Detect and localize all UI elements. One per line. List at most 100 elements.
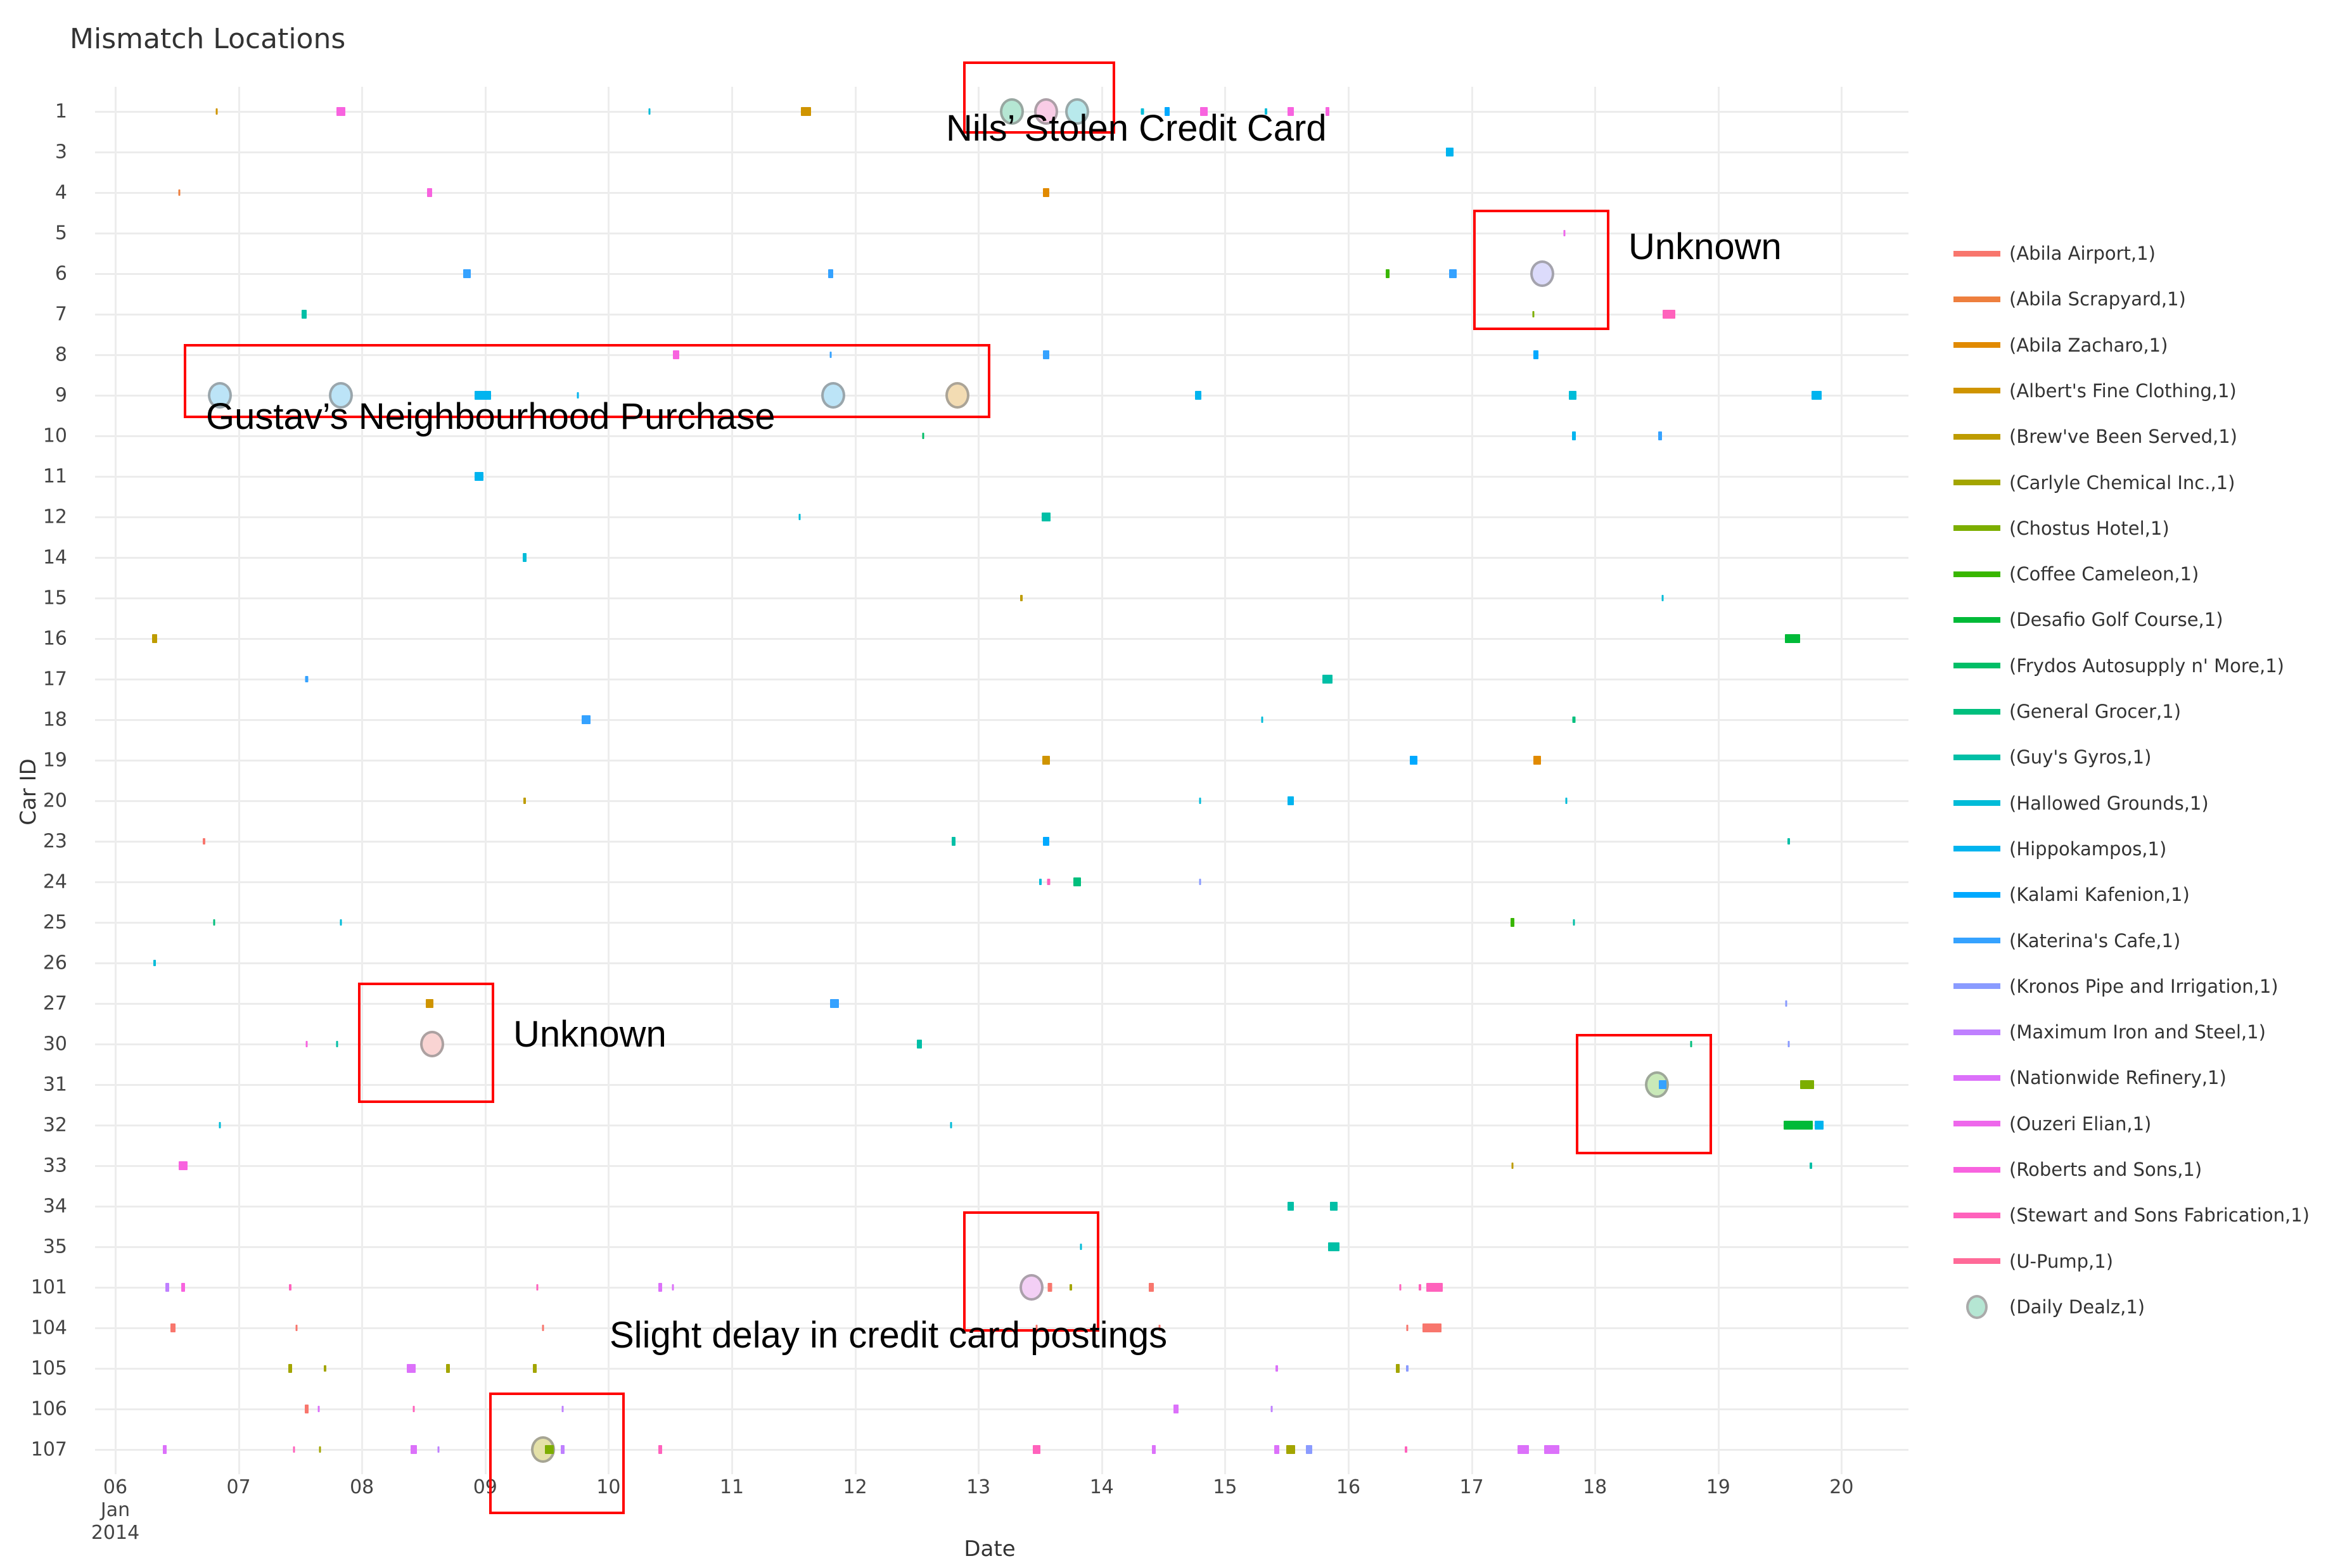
- transaction-mark[interactable]: [1199, 798, 1201, 804]
- transaction-mark[interactable]: [323, 1365, 326, 1372]
- transaction-mark[interactable]: [407, 1364, 416, 1373]
- transaction-mark[interactable]: [1042, 513, 1051, 521]
- transaction-mark[interactable]: [1569, 391, 1577, 400]
- transaction-mark[interactable]: [1080, 1244, 1082, 1250]
- transaction-mark[interactable]: [1784, 634, 1800, 643]
- transaction-mark[interactable]: [1047, 879, 1051, 885]
- transaction-mark[interactable]: [829, 999, 839, 1008]
- transaction-mark[interactable]: [952, 837, 956, 846]
- transaction-mark[interactable]: [1073, 877, 1081, 886]
- transaction-mark[interactable]: [1158, 1325, 1161, 1331]
- legend-item[interactable]: (Desafio Golf Course,1): [1953, 607, 2223, 632]
- transaction-mark[interactable]: [215, 108, 218, 115]
- daily-dealz-bubble[interactable]: [1530, 260, 1554, 287]
- transaction-mark[interactable]: [1787, 1041, 1790, 1047]
- transaction-mark[interactable]: [1386, 269, 1390, 278]
- transaction-mark[interactable]: [544, 1445, 554, 1454]
- transaction-mark[interactable]: [153, 960, 157, 966]
- transaction-mark[interactable]: [1200, 107, 1208, 116]
- legend-item[interactable]: (Coffee Cameleon,1): [1953, 561, 2199, 587]
- transaction-mark[interactable]: [561, 1445, 565, 1454]
- legend-item[interactable]: (Maximum Iron and Steel,1): [1953, 1019, 2266, 1045]
- transaction-mark[interactable]: [1327, 1242, 1339, 1251]
- daily-dealz-bubble[interactable]: [329, 382, 354, 409]
- legend-item[interactable]: (Carlyle Chemical Inc.,1): [1953, 470, 2235, 495]
- daily-dealz-bubble[interactable]: [420, 1031, 445, 1057]
- transaction-mark[interactable]: [203, 838, 206, 845]
- transaction-mark[interactable]: [1035, 1325, 1038, 1331]
- transaction-mark[interactable]: [1042, 756, 1051, 765]
- transaction-mark[interactable]: [1270, 1406, 1273, 1412]
- transaction-mark[interactable]: [1043, 188, 1050, 197]
- transaction-mark[interactable]: [1815, 1121, 1824, 1130]
- legend-item[interactable]: (Chostus Hotel,1): [1953, 516, 2170, 541]
- transaction-mark[interactable]: [916, 1040, 922, 1049]
- transaction-mark[interactable]: [523, 798, 527, 804]
- transaction-mark[interactable]: [828, 269, 833, 278]
- legend-item[interactable]: (Kronos Pipe and Irrigation,1): [1953, 974, 2279, 999]
- daily-dealz-bubble[interactable]: [1064, 98, 1089, 125]
- transaction-mark[interactable]: [1658, 431, 1663, 440]
- transaction-mark[interactable]: [1690, 1041, 1692, 1047]
- transaction-mark[interactable]: [1199, 879, 1201, 885]
- legend-item[interactable]: (Abila Scrapyard,1): [1953, 286, 2186, 312]
- legend-item[interactable]: (Guy's Gyros,1): [1953, 744, 2151, 770]
- transaction-mark[interactable]: [412, 1406, 415, 1412]
- transaction-mark[interactable]: [672, 1284, 674, 1291]
- transaction-mark[interactable]: [1659, 1080, 1667, 1089]
- transaction-mark[interactable]: [1572, 431, 1576, 440]
- transaction-mark[interactable]: [179, 1161, 188, 1170]
- legend-item[interactable]: (Frydos Autosupply n' More,1): [1953, 653, 2284, 679]
- transaction-mark[interactable]: [1264, 108, 1267, 115]
- legend-item[interactable]: (Abila Zacharo,1): [1953, 333, 2168, 358]
- legend-item[interactable]: (Abila Airport,1): [1953, 241, 2156, 266]
- transaction-mark[interactable]: [1406, 1325, 1409, 1331]
- transaction-mark[interactable]: [1164, 107, 1170, 116]
- transaction-mark[interactable]: [219, 1122, 221, 1128]
- transaction-mark[interactable]: [1563, 230, 1566, 236]
- transaction-mark[interactable]: [829, 352, 832, 358]
- transaction-mark[interactable]: [1809, 1163, 1812, 1169]
- legend-item[interactable]: (Nationwide Refinery,1): [1953, 1065, 2227, 1090]
- transaction-mark[interactable]: [1043, 837, 1050, 846]
- transaction-mark[interactable]: [1799, 1080, 1814, 1089]
- transaction-mark[interactable]: [1426, 1283, 1443, 1292]
- legend-item[interactable]: (Albert's Fine Clothing,1): [1953, 378, 2237, 404]
- transaction-mark[interactable]: [319, 1446, 321, 1453]
- transaction-mark[interactable]: [304, 1405, 309, 1413]
- transaction-mark[interactable]: [213, 919, 215, 926]
- transaction-mark[interactable]: [523, 553, 527, 562]
- transaction-mark[interactable]: [1194, 391, 1201, 400]
- daily-dealz-bubble[interactable]: [821, 382, 845, 409]
- daily-dealz-bubble[interactable]: [1019, 1274, 1044, 1301]
- legend-item[interactable]: (Hallowed Grounds,1): [1953, 791, 2209, 816]
- transaction-mark[interactable]: [305, 676, 309, 682]
- transaction-mark[interactable]: [1544, 1445, 1560, 1454]
- transaction-mark[interactable]: [1329, 1202, 1338, 1211]
- legend-item[interactable]: (U-Pump,1): [1953, 1249, 2113, 1274]
- transaction-mark[interactable]: [532, 1364, 537, 1373]
- transaction-mark[interactable]: [1148, 1283, 1154, 1292]
- legend-item[interactable]: (Brew've Been Served,1): [1953, 424, 2237, 449]
- transaction-mark[interactable]: [536, 1284, 539, 1291]
- transaction-mark[interactable]: [648, 108, 651, 115]
- daily-dealz-bubble[interactable]: [999, 98, 1024, 125]
- transaction-mark[interactable]: [317, 1406, 320, 1412]
- legend-item[interactable]: (Kalami Kafenion,1): [1953, 882, 2190, 907]
- transaction-mark[interactable]: [178, 189, 181, 196]
- legend-item[interactable]: (Daily Dealz,1): [1953, 1294, 2145, 1320]
- transaction-mark[interactable]: [658, 1445, 663, 1454]
- transaction-mark[interactable]: [1032, 1445, 1040, 1454]
- transaction-mark[interactable]: [162, 1445, 167, 1454]
- transaction-mark[interactable]: [437, 1446, 440, 1453]
- transaction-mark[interactable]: [152, 634, 158, 643]
- transaction-mark[interactable]: [1395, 1364, 1400, 1373]
- transaction-mark[interactable]: [1449, 269, 1457, 278]
- transaction-mark[interactable]: [1661, 595, 1664, 601]
- transaction-mark[interactable]: [800, 107, 811, 116]
- transaction-mark[interactable]: [1784, 1121, 1813, 1130]
- transaction-mark[interactable]: [289, 1284, 292, 1291]
- transaction-mark[interactable]: [1422, 1323, 1442, 1332]
- transaction-mark[interactable]: [922, 433, 924, 439]
- transaction-mark[interactable]: [1405, 1446, 1408, 1453]
